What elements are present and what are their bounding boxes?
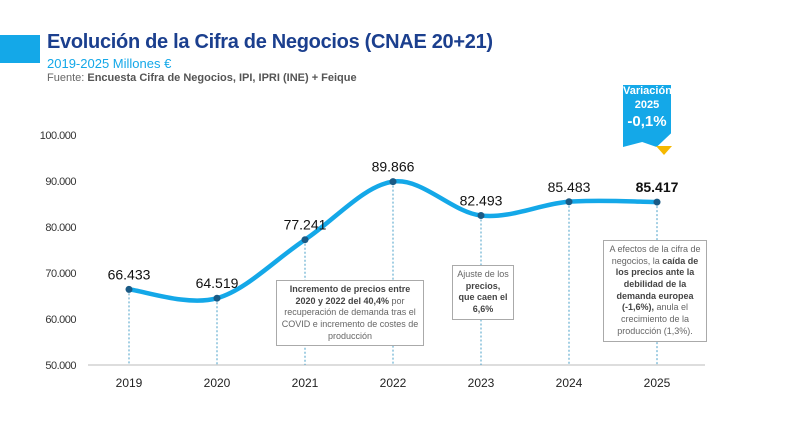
y-tick-label: 80.000	[45, 222, 76, 234]
y-tick-label: 90.000	[45, 176, 76, 188]
x-tick-label: 2020	[204, 376, 231, 390]
title-accent-square	[0, 35, 40, 63]
y-tick-label: 100.000	[40, 130, 77, 142]
data-label: 89.866	[372, 159, 415, 175]
annotation-2023: Ajuste de los precios, que caen el 6,6%	[452, 265, 514, 320]
chart-subtitle: 2019-2025 Millones €	[47, 56, 172, 71]
data-label: 66.433	[108, 266, 151, 282]
x-tick-label: 2019	[116, 376, 143, 390]
down-triangle-icon	[656, 146, 672, 155]
data-point	[565, 198, 573, 206]
data-label: 85.417	[636, 179, 679, 195]
chart-source: Fuente: Encuesta Cifra de Negocios, IPI,…	[47, 72, 357, 84]
annotation-2025: A efectos de la cifra de negocios, la ca…	[603, 240, 707, 342]
y-tick-label: 70.000	[45, 268, 76, 280]
data-point	[125, 285, 133, 293]
data-label: 82.493	[460, 193, 503, 209]
data-label: 64.519	[196, 275, 239, 291]
x-tick-label: 2023	[468, 376, 495, 390]
x-tick-label: 2025	[644, 376, 671, 390]
variation-badge: Variación 2025 -0,1%	[623, 85, 671, 147]
data-label: 77.241	[284, 217, 327, 233]
data-point	[477, 212, 485, 220]
data-label: 85.483	[548, 179, 591, 195]
data-point	[301, 236, 309, 244]
data-point	[213, 294, 221, 302]
x-tick-label: 2024	[556, 376, 583, 390]
x-tick-label: 2021	[292, 376, 319, 390]
y-tick-label: 50.000	[45, 360, 76, 372]
x-tick-label: 2022	[380, 376, 407, 390]
annotation-2021: Incremento de precios entre 2020 y 2022 …	[276, 280, 424, 347]
data-point	[389, 178, 397, 186]
y-tick-label: 60.000	[45, 314, 76, 326]
chart-title: Evolución de la Cifra de Negocios (CNAE …	[47, 31, 493, 53]
data-point	[653, 198, 661, 206]
